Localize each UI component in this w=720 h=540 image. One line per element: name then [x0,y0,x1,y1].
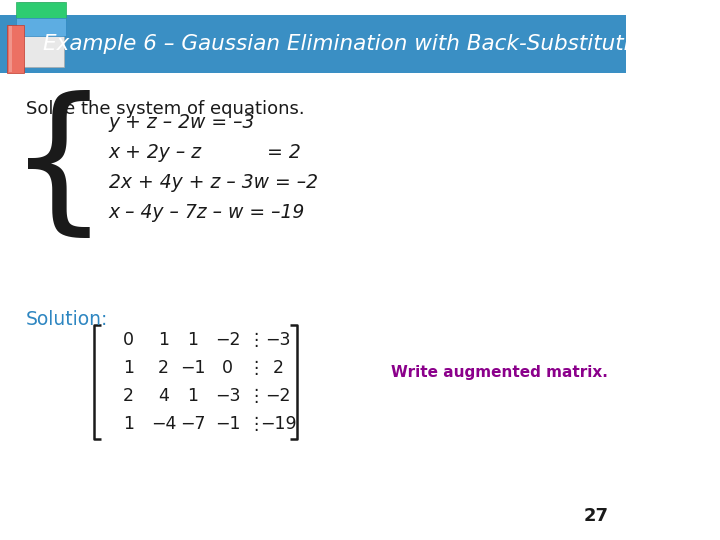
Bar [0,15,626,73]
FancyBboxPatch shape [19,2,64,67]
Text: 27: 27 [583,507,608,525]
Text: x + 2y – z           = 2: x + 2y – z = 2 [109,143,302,161]
Text: −4: −4 [150,415,176,433]
Text: −1: −1 [215,415,240,433]
Text: 1: 1 [123,415,134,433]
Text: 2: 2 [158,359,169,377]
FancyBboxPatch shape [7,25,24,73]
Text: ⋮: ⋮ [248,359,265,377]
Text: −2: −2 [215,331,240,349]
Text: 4: 4 [158,387,169,405]
Text: Write augmented matrix.: Write augmented matrix. [391,365,608,380]
Text: −7: −7 [180,415,206,433]
Text: x – 4y – 7z – w = –19: x – 4y – 7z – w = –19 [109,202,305,221]
Text: Solution:: Solution: [26,310,109,329]
Text: 2: 2 [123,387,134,405]
Text: 1: 1 [187,387,199,405]
Text: 1: 1 [158,331,169,349]
Text: ⋮: ⋮ [248,331,265,349]
Text: 0: 0 [222,359,233,377]
FancyBboxPatch shape [16,18,66,36]
Text: −19: −19 [260,415,297,433]
Text: Example 6 – Gaussian Elimination with Back-Substitution: Example 6 – Gaussian Elimination with Ba… [43,34,657,54]
Text: −3: −3 [266,331,291,349]
Text: ⋮: ⋮ [248,387,265,405]
Text: 2: 2 [273,359,284,377]
Text: y + z – 2w = –3: y + z – 2w = –3 [109,112,255,132]
Text: 2x + 4y + z – 3w = –2: 2x + 4y + z – 3w = –2 [109,172,318,192]
Text: −3: −3 [215,387,240,405]
Text: {: { [9,90,110,245]
Text: ⋮: ⋮ [248,415,265,433]
FancyBboxPatch shape [9,26,12,72]
Text: 1: 1 [187,331,199,349]
Text: −2: −2 [266,387,291,405]
Text: Solve the system of equations.: Solve the system of equations. [26,100,305,118]
Text: −1: −1 [180,359,206,377]
Text: 1: 1 [123,359,134,377]
FancyBboxPatch shape [16,2,66,20]
Text: 0: 0 [123,331,134,349]
